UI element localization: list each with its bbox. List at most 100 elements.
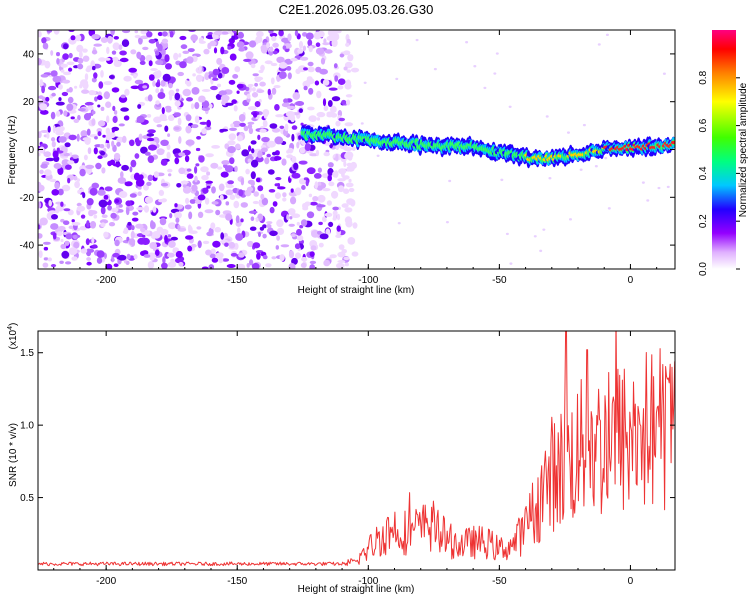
noise-blob xyxy=(239,122,246,127)
noise-blob xyxy=(174,211,182,219)
noise-blob xyxy=(225,213,233,221)
noise-blob xyxy=(256,89,265,94)
noise-blob xyxy=(50,223,59,230)
noise-blob xyxy=(415,38,419,42)
noise-blob xyxy=(250,216,255,221)
noise-blob xyxy=(505,232,509,236)
noise-blob xyxy=(336,262,345,269)
noise-blob xyxy=(97,104,101,108)
noise-blob xyxy=(309,264,316,269)
noise-blob xyxy=(343,256,350,261)
noise-blob xyxy=(247,106,257,111)
noise-blob xyxy=(105,263,113,269)
noise-blob xyxy=(298,160,308,165)
noise-blob xyxy=(80,130,88,138)
noise-blob xyxy=(137,104,142,109)
noise-blob xyxy=(227,146,236,154)
noise-blob xyxy=(284,123,289,132)
noise-blob xyxy=(92,65,96,71)
noise-blob xyxy=(103,194,109,200)
noise-blob xyxy=(495,52,499,55)
noise-blob xyxy=(63,110,68,117)
noise-blob xyxy=(52,150,59,159)
noise-blob xyxy=(395,77,399,81)
noise-blob xyxy=(86,257,91,261)
noise-blob xyxy=(237,227,241,234)
noise-blob xyxy=(283,98,289,104)
noise-blob xyxy=(322,173,329,179)
top-x-axis-title: Height of straight line (km) xyxy=(298,285,415,296)
noise-blob xyxy=(317,194,326,203)
noise-blob xyxy=(100,222,106,227)
noise-blob xyxy=(268,30,274,34)
noise-blob xyxy=(65,233,73,240)
noise-blob xyxy=(329,254,337,259)
noise-blob xyxy=(448,179,452,183)
noise-blob xyxy=(168,240,176,248)
noise-blob xyxy=(100,70,104,78)
noise-blob xyxy=(155,60,164,65)
noise-blob xyxy=(346,162,353,167)
noise-blob xyxy=(322,79,330,86)
noise-blob xyxy=(255,156,264,163)
noise-blob xyxy=(44,60,51,69)
noise-blob xyxy=(158,198,167,203)
noise-blob xyxy=(92,244,98,248)
noise-blob xyxy=(331,39,338,47)
noise-blob xyxy=(116,141,121,147)
noise-blob xyxy=(93,147,98,155)
noise-blob xyxy=(247,179,255,185)
noise-blob xyxy=(88,209,94,217)
noise-blob xyxy=(316,185,323,191)
noise-blob xyxy=(316,90,322,99)
noise-blob xyxy=(220,94,230,102)
noise-blob xyxy=(60,238,64,243)
noise-blob xyxy=(146,114,152,118)
noise-blob xyxy=(294,30,299,37)
noise-blob xyxy=(324,212,333,217)
noise-blob xyxy=(281,102,290,108)
noise-blob xyxy=(222,258,230,262)
noise-blob xyxy=(282,45,287,50)
noise-blob xyxy=(218,90,227,96)
noise-blob xyxy=(204,209,214,214)
noise-blob xyxy=(274,136,284,145)
noise-blob xyxy=(142,234,146,238)
noise-blob xyxy=(42,262,49,268)
noise-blob xyxy=(212,68,220,76)
noise-blob xyxy=(170,236,178,241)
noise-blob xyxy=(71,221,81,226)
noise-blob xyxy=(542,228,546,231)
noise-blob xyxy=(111,207,119,213)
noise-blob xyxy=(156,124,163,128)
noise-blob xyxy=(136,207,145,211)
noise-blob xyxy=(335,120,341,127)
noise-blob xyxy=(85,164,95,169)
noise-blob xyxy=(167,133,171,138)
noise-blob xyxy=(43,246,49,251)
noise-blob xyxy=(113,110,118,115)
noise-blob xyxy=(89,187,98,196)
noise-blob xyxy=(261,197,269,206)
noise-blob xyxy=(38,250,43,258)
noise-blob xyxy=(255,177,261,183)
noise-blob xyxy=(287,147,294,154)
noise-blob xyxy=(62,43,69,50)
noise-blob xyxy=(112,56,119,62)
noise-blob xyxy=(65,261,72,265)
noise-blob xyxy=(195,74,203,83)
noise-blob xyxy=(181,180,188,186)
noise-blob xyxy=(666,185,670,189)
noise-blob xyxy=(259,128,267,133)
noise-blob xyxy=(112,105,116,112)
noise-blob xyxy=(133,73,137,79)
colorbar-title: Normalized spectral amplitude xyxy=(738,82,749,217)
noise-blob xyxy=(237,31,244,39)
noise-blob xyxy=(256,252,261,260)
noise-blob xyxy=(138,174,144,180)
noise-blob xyxy=(137,237,146,245)
noise-blob xyxy=(279,125,285,129)
noise-blob xyxy=(38,58,42,66)
noise-blob xyxy=(82,82,89,90)
noise-blob xyxy=(297,48,304,54)
